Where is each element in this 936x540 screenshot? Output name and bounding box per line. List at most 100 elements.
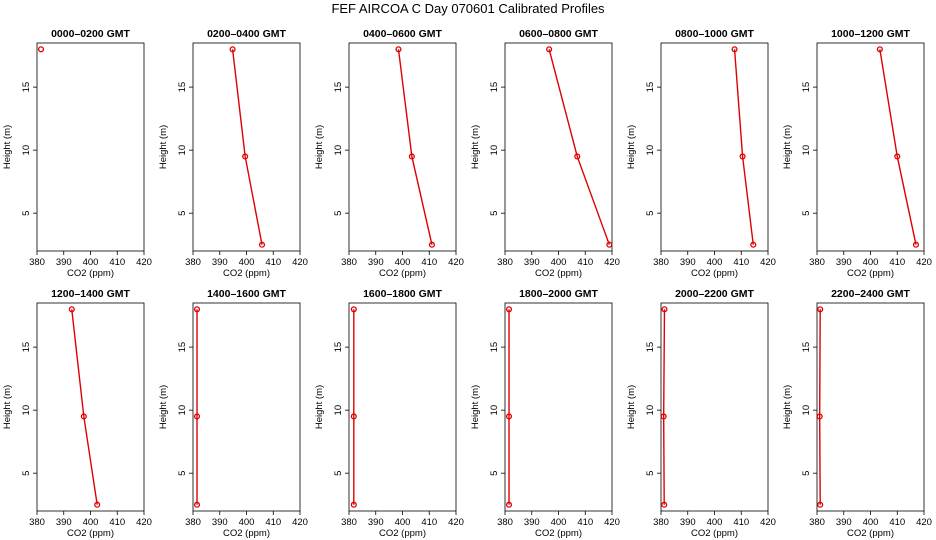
x-tick-label: 400 <box>707 517 723 528</box>
x-tick-label: 410 <box>109 517 125 528</box>
x-tick-label: 420 <box>604 257 620 268</box>
x-tick-label: 390 <box>368 257 384 268</box>
x-tick-label: 390 <box>680 517 696 528</box>
y-tick-label: 15 <box>801 342 812 353</box>
y-tick-label: 5 <box>801 471 812 476</box>
y-axis-label: Height (m) <box>470 385 481 429</box>
data-point <box>574 153 581 160</box>
x-tick-label: 410 <box>109 257 125 268</box>
profile-line <box>818 309 821 505</box>
data-point <box>817 501 824 508</box>
x-axis-label: CO2 (ppm) <box>223 528 270 539</box>
data-point <box>229 46 236 53</box>
data-point <box>193 306 201 313</box>
plot-frame <box>660 42 769 252</box>
x-tick-label: 390 <box>680 257 696 268</box>
data-point <box>505 413 513 420</box>
profile-line <box>71 309 98 505</box>
x-tick-label: 400 <box>551 257 567 268</box>
y-tick-label: 10 <box>801 405 812 416</box>
panel-title: 1000–1200 GMT <box>831 28 910 40</box>
panel-5: 0800–1000 GMT 380 390 400 410 420 5 10 15 CO2 (pp… <box>626 28 776 279</box>
panel-10: 1800–2000 GMT 380 390 400 410 420 5 10 15 CO2 (pp… <box>470 288 620 539</box>
data-point <box>894 153 901 160</box>
y-tick-label: 15 <box>489 342 500 353</box>
panel-title: 0200–0400 GMT <box>207 28 286 40</box>
x-tick-label: 390 <box>524 257 540 268</box>
x-tick-label: 410 <box>733 517 749 528</box>
x-tick-label: 420 <box>760 517 776 528</box>
profile-line <box>397 49 433 245</box>
profile-line <box>879 49 917 245</box>
x-tick-label: 420 <box>448 257 464 268</box>
x-axis-label: CO2 (ppm) <box>379 528 426 539</box>
profile-line <box>662 309 666 505</box>
x-tick-label: 380 <box>185 257 201 268</box>
y-tick-label: 5 <box>489 211 500 216</box>
panel-title: 2200–2400 GMT <box>831 288 910 300</box>
data-point <box>817 306 824 313</box>
y-tick-label: 5 <box>177 471 188 476</box>
x-tick-label: 390 <box>368 517 384 528</box>
data-point <box>193 501 201 508</box>
plot-frame <box>36 42 145 252</box>
y-tick-label: 10 <box>177 405 188 416</box>
data-point <box>80 413 87 420</box>
x-tick-label: 410 <box>577 517 593 528</box>
x-tick-label: 400 <box>239 517 255 528</box>
x-tick-label: 380 <box>809 517 825 528</box>
panel-6: 1000–1200 GMT 380 390 400 410 420 5 10 15 CO2 (pp… <box>782 28 932 279</box>
x-tick-label: 420 <box>916 517 932 528</box>
y-tick-label: 5 <box>333 471 344 476</box>
data-point <box>661 306 668 313</box>
x-tick-label: 400 <box>395 517 411 528</box>
panel-title: 1800–2000 GMT <box>519 288 598 300</box>
y-axis-label: Height (m) <box>2 385 13 429</box>
data-point <box>350 306 357 313</box>
y-tick-label: 10 <box>801 145 812 156</box>
data-point <box>94 501 101 508</box>
x-tick-label: 410 <box>577 257 593 268</box>
profile-line <box>231 49 263 245</box>
plot-frame <box>348 42 457 252</box>
data-point <box>68 306 75 313</box>
x-tick-label: 380 <box>29 257 45 268</box>
x-tick-label: 380 <box>653 517 669 528</box>
data-point <box>606 241 613 248</box>
data-point <box>750 241 757 248</box>
panel-3: 0400–0600 GMT 380 390 400 410 420 5 10 15 CO2 (pp… <box>314 28 464 279</box>
panel-4: 0600–0800 GMT 380 390 400 410 420 5 10 15 CO2 (pp… <box>470 28 620 279</box>
data-point <box>408 153 415 160</box>
y-axis-label: Height (m) <box>626 385 637 429</box>
x-tick-label: 380 <box>185 517 201 528</box>
panel-title: 1600–1800 GMT <box>363 288 442 300</box>
data-point <box>739 153 746 160</box>
y-axis-label: Height (m) <box>314 125 325 169</box>
data-point <box>350 413 357 420</box>
x-axis-label: CO2 (ppm) <box>691 268 738 279</box>
panel-1: 0000–0200 GMT 380 390 400 410 420 5 10 15 CO2 (pp… <box>2 28 152 279</box>
y-tick-label: 15 <box>21 82 32 93</box>
y-tick-label: 5 <box>801 211 812 216</box>
x-tick-label: 380 <box>341 257 357 268</box>
data-point <box>193 413 201 420</box>
x-tick-label: 420 <box>448 517 464 528</box>
plot-frame <box>192 302 301 512</box>
plot-frame <box>192 42 301 252</box>
panel-title: 0600–0800 GMT <box>519 28 598 40</box>
x-tick-label: 380 <box>809 257 825 268</box>
y-axis-label: Height (m) <box>782 125 793 169</box>
plot-frame <box>816 42 925 252</box>
profile-line <box>733 49 754 245</box>
x-axis-label: CO2 (ppm) <box>847 528 894 539</box>
y-tick-label: 10 <box>177 145 188 156</box>
data-point <box>258 241 266 248</box>
panel-9: 1600–1800 GMT 380 390 400 410 420 5 10 15 CO2 (pp… <box>314 288 464 539</box>
panel-11: 2000–2200 GMT 380 390 400 410 420 5 10 15 CO2 (pp… <box>626 288 776 539</box>
y-axis-label: Height (m) <box>314 385 325 429</box>
x-tick-label: 410 <box>889 257 905 268</box>
y-tick-label: 5 <box>21 471 32 476</box>
x-tick-label: 380 <box>653 257 669 268</box>
x-tick-label: 420 <box>604 517 620 528</box>
